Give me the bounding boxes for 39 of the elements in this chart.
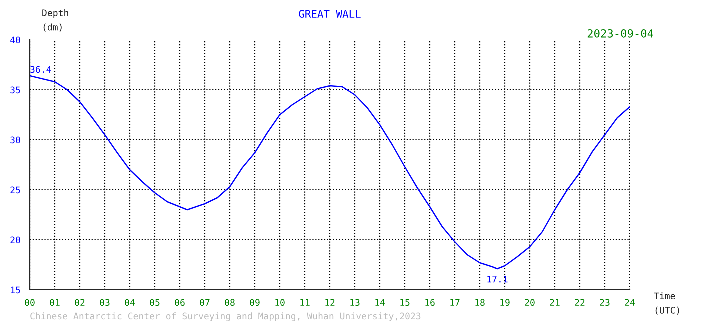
x-tick-label: 04	[125, 299, 136, 306]
x-tick-label: 17	[450, 299, 460, 306]
x-tick-label: 01	[50, 299, 60, 306]
line-series	[30, 75, 630, 270]
x-tick-label: 22	[575, 299, 585, 306]
y-tick-label: 15	[11, 286, 20, 294]
x-tick-label: 16	[426, 299, 435, 306]
x-tick-label: 05	[150, 299, 160, 306]
x-tick-label: 07	[200, 299, 210, 306]
y-tick-label: 35	[10, 86, 20, 94]
y-tick-label: 25	[10, 186, 20, 194]
x-axis-title: Time (UTC)	[654, 292, 680, 315]
x-tick-label: 13	[350, 299, 360, 306]
x-tick-label: 11	[300, 299, 310, 306]
x-tick-label: 18	[476, 299, 485, 306]
x-tick-label: 24	[625, 299, 636, 306]
x-tick-label: 15	[400, 299, 410, 306]
annotation: 36.4	[30, 66, 52, 74]
annotation: 17.1	[488, 276, 508, 283]
x-tick-label: 21	[550, 299, 560, 306]
x-tick-label: 19	[500, 299, 510, 306]
x-tick-label: 20	[525, 299, 535, 306]
x-tick-label: 02	[75, 299, 85, 306]
x-tick-label: 10	[276, 299, 285, 306]
x-tick-label: 23	[600, 299, 610, 306]
x-tick-label: 09	[250, 299, 260, 306]
chart-subtitle: 2023-09-04	[588, 29, 654, 38]
y-axis-title: Depth (dm)	[42, 9, 68, 32]
y-tick-label: 30	[10, 136, 20, 144]
x-tick-label: 08	[225, 299, 235, 306]
x-tick-label: 06	[175, 299, 185, 306]
x-tick-label: 14	[376, 299, 386, 306]
x-tick-label: 03	[100, 299, 110, 306]
chart-title: GREAT WALL	[299, 10, 361, 18]
x-tick-label: 00	[25, 299, 35, 306]
x-tick-label: 12	[326, 299, 335, 306]
y-tick-label: 20	[10, 236, 20, 244]
y-tick-label: 40	[10, 36, 20, 44]
text: Chinese Antarctic Center of Surveying and Mapping, Wuhan University,2023	[30, 312, 421, 322]
